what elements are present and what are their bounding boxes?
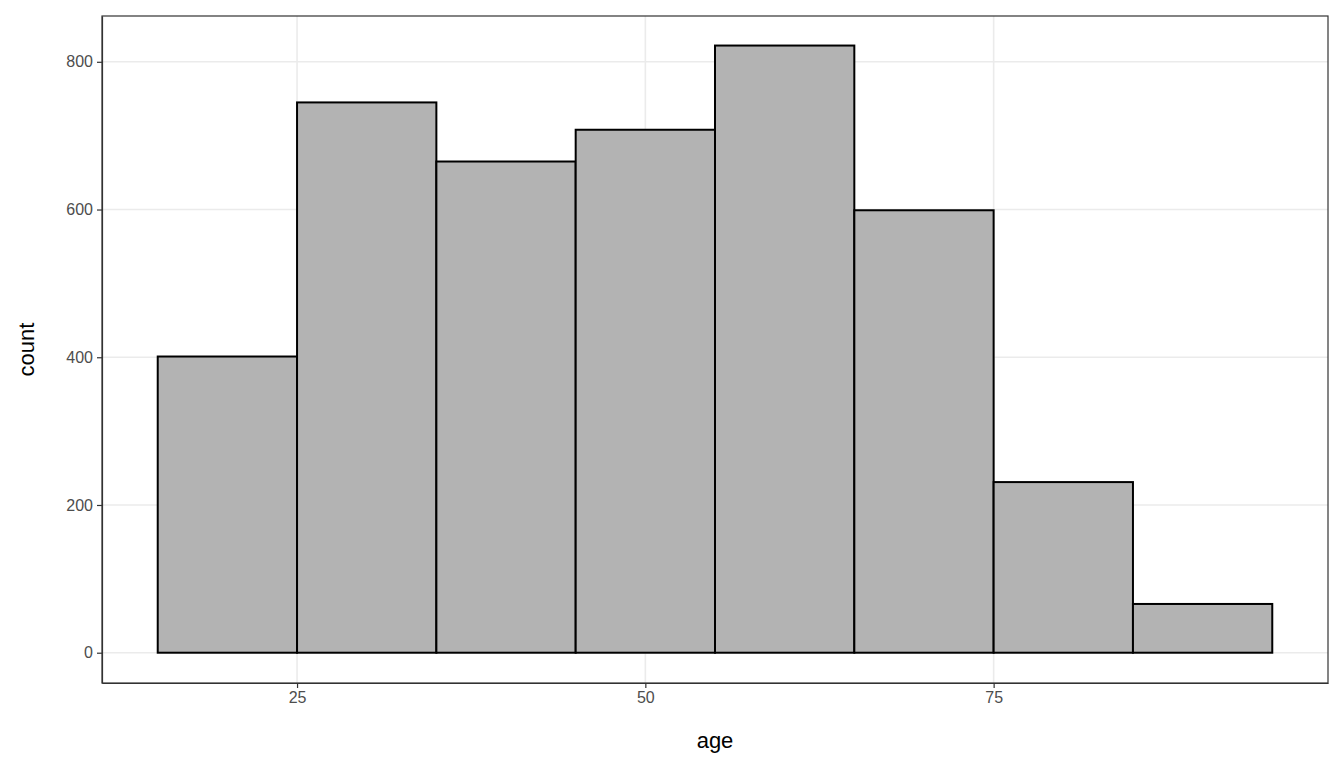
y-axis-title: count [14, 323, 39, 377]
x-axis-title: age [697, 728, 734, 753]
tick-label: 600 [66, 201, 93, 218]
x-axis: 25 50 75 [103, 683, 1329, 706]
histogram-bar [436, 162, 575, 653]
histogram-bar [1133, 604, 1272, 653]
tick-mark [645, 683, 646, 688]
tick: 75 [985, 683, 1003, 706]
histogram-bar [854, 210, 993, 652]
histogram-bar [297, 102, 436, 652]
tick-mark [97, 62, 102, 63]
tick-mark [97, 653, 102, 654]
bars [158, 46, 1273, 653]
tick-label: 400 [66, 349, 93, 366]
tick-label: 25 [289, 689, 307, 706]
chart: 25 50 75 0 200 400 600 800 age count [0, 0, 1344, 768]
tick: 800 [66, 53, 102, 70]
tick-mark [97, 505, 102, 506]
y-axis: 0 200 400 600 800 [66, 17, 102, 684]
histogram-bar [576, 130, 715, 653]
tick: 0 [84, 644, 102, 661]
tick: 600 [66, 201, 102, 218]
tick-label: 200 [66, 497, 93, 514]
tick-mark [97, 209, 102, 210]
tick-mark [297, 683, 298, 688]
tick: 25 [289, 683, 307, 706]
tick-mark [97, 357, 102, 358]
panel-background [102, 16, 1328, 683]
tick: 400 [66, 349, 102, 366]
tick-mark [994, 683, 995, 688]
tick-label: 50 [637, 689, 655, 706]
plot: 25 50 75 0 200 400 600 800 [66, 16, 1328, 706]
grid [102, 16, 1328, 683]
histogram-bar [994, 482, 1133, 653]
tick: 200 [66, 497, 102, 514]
tick-label: 75 [985, 689, 1003, 706]
tick-label: 0 [84, 644, 93, 661]
histogram-bar [158, 357, 297, 653]
tick-label: 800 [66, 53, 93, 70]
histogram-bar [715, 46, 854, 653]
tick: 50 [637, 683, 655, 706]
panel-border [102, 16, 1328, 683]
